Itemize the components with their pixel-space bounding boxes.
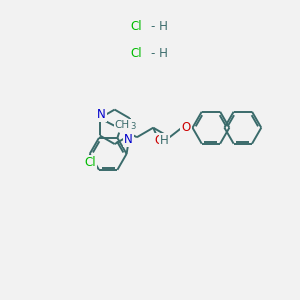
- Text: 3: 3: [130, 122, 136, 131]
- Text: H: H: [160, 134, 169, 147]
- Text: - H: - H: [152, 47, 168, 60]
- Text: Cl: Cl: [131, 47, 142, 60]
- Text: N: N: [124, 133, 132, 146]
- Text: Cl: Cl: [131, 20, 142, 33]
- Text: N: N: [97, 108, 106, 121]
- Text: CH: CH: [115, 120, 130, 130]
- Text: O: O: [154, 134, 163, 147]
- Text: - H: - H: [152, 20, 168, 33]
- Text: Cl: Cl: [84, 156, 95, 169]
- Text: O: O: [181, 121, 190, 134]
